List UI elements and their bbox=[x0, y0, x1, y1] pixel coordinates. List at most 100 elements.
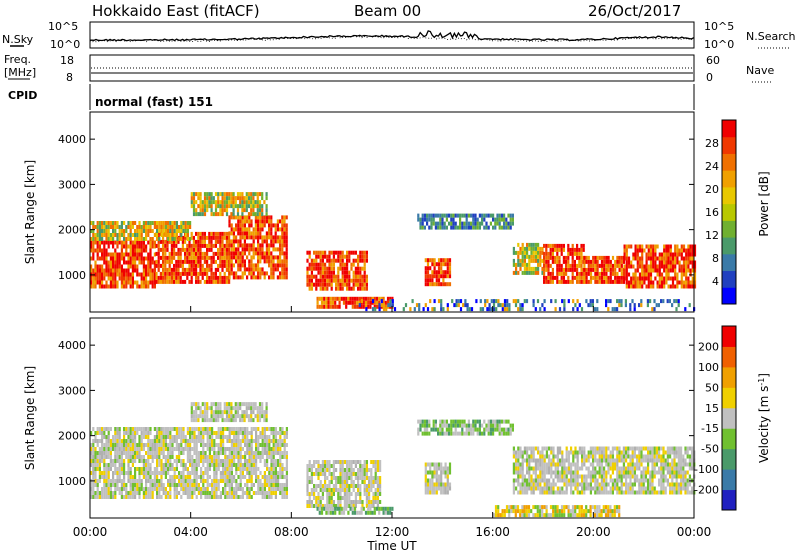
data-cell bbox=[597, 264, 599, 268]
data-cell bbox=[435, 424, 437, 428]
data-cell bbox=[268, 467, 270, 471]
data-cell bbox=[132, 447, 134, 451]
data-cell bbox=[368, 476, 370, 480]
data-cell bbox=[580, 252, 582, 256]
data-cell bbox=[230, 196, 232, 200]
data-cell bbox=[266, 475, 268, 479]
data-cell bbox=[127, 225, 129, 229]
data-cell bbox=[331, 480, 333, 484]
data-cell bbox=[283, 251, 285, 255]
data-cell bbox=[123, 459, 125, 463]
data-cell bbox=[522, 307, 524, 311]
data-cell bbox=[648, 285, 650, 289]
data-cell bbox=[503, 432, 505, 436]
data-cell bbox=[277, 447, 279, 451]
data-cell bbox=[235, 451, 237, 455]
data-cell bbox=[121, 451, 123, 455]
data-cell bbox=[333, 279, 335, 283]
data-cell bbox=[116, 225, 118, 229]
data-cell bbox=[425, 479, 427, 483]
data-cell bbox=[204, 410, 206, 414]
data-cell bbox=[207, 495, 209, 499]
data-cell bbox=[670, 253, 672, 257]
data-cell bbox=[246, 204, 248, 208]
data-cell bbox=[431, 282, 433, 286]
data-cell bbox=[177, 268, 179, 272]
data-cell bbox=[242, 235, 244, 239]
data-cell bbox=[193, 212, 195, 216]
nsky-trace bbox=[90, 31, 694, 41]
data-cell bbox=[605, 260, 607, 264]
data-cell bbox=[253, 227, 255, 231]
data-cell bbox=[442, 258, 444, 262]
data-cell bbox=[202, 264, 204, 268]
data-cell bbox=[163, 467, 165, 471]
data-cell bbox=[427, 282, 429, 286]
data-cell bbox=[147, 459, 149, 463]
data-cell bbox=[158, 280, 160, 284]
data-cell bbox=[672, 281, 674, 285]
data-cell bbox=[270, 259, 272, 263]
data-cell bbox=[257, 275, 259, 279]
data-cell bbox=[445, 282, 447, 286]
data-cell bbox=[561, 272, 563, 276]
data-cell bbox=[277, 475, 279, 479]
data-cell bbox=[209, 491, 211, 495]
data-cell bbox=[200, 459, 202, 463]
data-cell bbox=[586, 256, 588, 260]
data-cell bbox=[524, 483, 526, 487]
data-cell bbox=[105, 273, 107, 277]
data-cell bbox=[279, 459, 281, 463]
data-cell bbox=[141, 459, 143, 463]
data-cell bbox=[248, 414, 250, 418]
data-cell bbox=[244, 414, 246, 418]
data-cell bbox=[517, 447, 519, 451]
data-cell bbox=[665, 253, 667, 257]
data-cell bbox=[219, 200, 221, 204]
data-cell bbox=[317, 255, 319, 259]
data-cell bbox=[357, 287, 359, 291]
data-cell bbox=[108, 245, 110, 249]
data-cell bbox=[497, 299, 499, 303]
data-cell bbox=[323, 297, 325, 301]
data-cell bbox=[220, 459, 222, 463]
data-cell bbox=[466, 428, 468, 432]
data-cell bbox=[355, 472, 357, 476]
data-cell bbox=[237, 475, 239, 479]
data-cell bbox=[618, 299, 620, 303]
data-cell bbox=[213, 479, 215, 483]
data-cell bbox=[244, 263, 246, 267]
data-cell bbox=[108, 233, 110, 237]
data-cell bbox=[422, 424, 424, 428]
data-cell bbox=[259, 455, 261, 459]
data-cell bbox=[311, 492, 313, 496]
data-cell bbox=[317, 251, 319, 255]
data-cell bbox=[228, 402, 230, 406]
data-cell bbox=[226, 479, 228, 483]
data-cell bbox=[235, 223, 237, 227]
data-cell bbox=[112, 245, 114, 249]
data-cell bbox=[359, 259, 361, 263]
data-cell bbox=[513, 467, 515, 471]
data-cell bbox=[196, 427, 198, 431]
data-cell bbox=[145, 265, 147, 269]
data-cell bbox=[191, 414, 193, 418]
data-cell bbox=[657, 273, 659, 277]
data-cell bbox=[275, 491, 277, 495]
data-cell bbox=[132, 491, 134, 495]
data-cell bbox=[270, 431, 272, 435]
data-cell bbox=[423, 307, 425, 311]
data-cell bbox=[251, 471, 253, 475]
data-cell bbox=[337, 283, 339, 287]
data-cell bbox=[583, 272, 585, 276]
data-cell bbox=[558, 264, 560, 268]
data-cell bbox=[630, 281, 632, 285]
data-cell bbox=[317, 267, 319, 271]
data-cell bbox=[215, 467, 217, 471]
data-cell bbox=[335, 287, 337, 291]
data-cell bbox=[206, 200, 208, 204]
data-cell bbox=[335, 480, 337, 484]
data-cell bbox=[667, 299, 669, 303]
data-cell bbox=[108, 253, 110, 257]
data-cell bbox=[206, 410, 208, 414]
